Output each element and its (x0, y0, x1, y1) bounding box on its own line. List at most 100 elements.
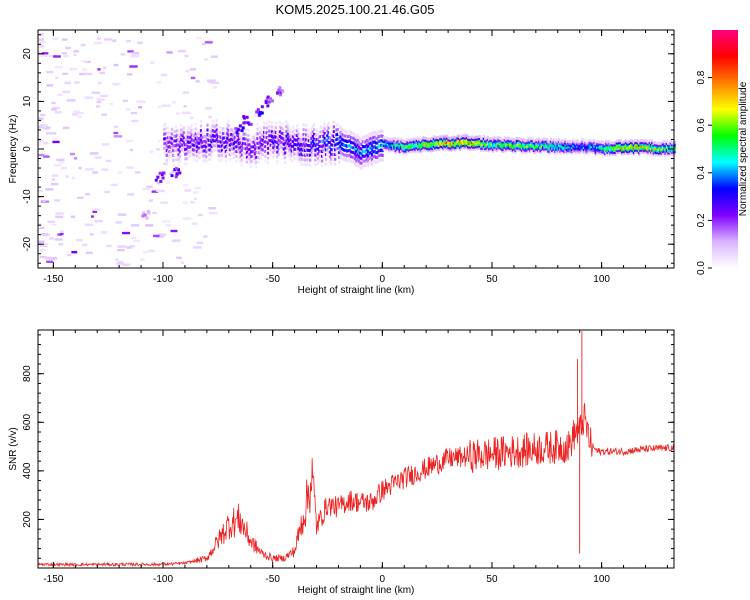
heatmap-ridge-cell (444, 137, 447, 141)
heatmap-noise-cell (76, 238, 83, 242)
heatmap-ridge-cell (177, 143, 180, 147)
heatmap-ridge-cell (524, 148, 528, 152)
heatmap-ridge-cell (653, 152, 657, 156)
heatmap-ridge-cell (561, 146, 564, 150)
heatmap-ridge-cell (305, 128, 308, 132)
heatmap-ridge-cell (473, 136, 476, 140)
heatmap-ridge-cell (177, 153, 180, 157)
heatmap-noise-cell (38, 40, 46, 44)
heatmap-ridge-cell (431, 137, 434, 141)
heatmap-ridge-cell (635, 146, 638, 150)
heatmap-ridge-cell (323, 122, 326, 126)
heatmap-ridge-cell (563, 145, 566, 149)
heatmap-ridge-cell (527, 139, 530, 143)
heatmap-ridge-cell (282, 147, 285, 151)
heatmap-ridge-cell (230, 142, 233, 146)
heatmap-ridge-cell (644, 146, 647, 150)
heatmap-ridge-cell (278, 135, 282, 139)
heatmap-ridge-cell (201, 145, 204, 149)
heatmap-ridge-cell (605, 143, 608, 147)
heatmap-ridge-cell (615, 148, 618, 152)
heatmap-ridge-cell (476, 145, 479, 149)
heatmap-ridge-cell (407, 150, 410, 154)
heatmap-ridge-cell (605, 141, 608, 145)
heatmap-ridge-cell (588, 145, 591, 149)
heatmap-ridge-cell (672, 143, 675, 147)
heatmap-ridge-cell (577, 147, 580, 151)
heatmap-ridge-cell (378, 139, 382, 143)
heatmap-ridge-cell (320, 159, 324, 163)
heatmap-ridge-cell (345, 159, 349, 163)
heatmap-ridge-cell (519, 139, 522, 143)
heatmap-ridge-cell (652, 151, 655, 155)
heatmap-ridge-cell (602, 144, 605, 148)
heatmap-ridge-cell (394, 151, 397, 155)
heatmap-ridge-cell (588, 143, 591, 147)
heatmap-ridge-cell (227, 143, 230, 147)
heatmap-ridge-cell (277, 148, 280, 152)
heatmap-ridge-cell (580, 147, 583, 151)
heatmap-ridge-cell (440, 135, 443, 139)
heatmap-ridge-cell (370, 158, 374, 162)
heatmap-ridge-cell (216, 139, 220, 143)
heatmap-ridge-cell (553, 148, 557, 152)
heatmap-ridge-cell (507, 146, 510, 150)
heatmap-ridge-cell (410, 149, 413, 153)
heatmap-ridge-cell (423, 136, 426, 140)
heatmap-ridge-cell (388, 137, 391, 141)
heatmap-ridge-cell (214, 134, 217, 138)
heatmap-ridge-cell (326, 134, 329, 138)
heatmap-ridge-cell (618, 150, 621, 154)
heatmap-ridge-cell (649, 140, 653, 144)
heatmap-noise-cell (152, 211, 157, 215)
heatmap-ridge-cell (522, 145, 525, 149)
heatmap-ridge-cell (216, 125, 220, 129)
heatmap-ridge-cell (319, 154, 322, 158)
heatmap-ridge-cell (309, 153, 312, 157)
heatmap-ridge-cell (201, 150, 204, 154)
heatmap-ridge-cell (576, 139, 579, 143)
heatmap-ridge-cell (457, 138, 460, 142)
heatmap-ridge-cell (614, 145, 617, 149)
heatmap-ridge-cell (269, 134, 272, 138)
heatmap-branch-cell (145, 216, 149, 220)
heatmap-ridge-cell (639, 139, 642, 143)
heatmap-ridge-cell (349, 155, 353, 159)
heatmap-ridge-cell (651, 141, 654, 145)
heatmap-ridge-cell (544, 137, 547, 141)
heatmap-ridge-cell (166, 136, 170, 140)
heatmap-ridge-cell (432, 142, 435, 146)
heatmap-noise-cell (183, 105, 187, 108)
heatmap-ridge-cell (190, 152, 193, 156)
heatmap-ridge-cell (480, 144, 483, 148)
heatmap-branch-cell (238, 124, 242, 128)
heatmap-ridge-cell (539, 141, 542, 145)
heatmap-ridge-cell (244, 152, 247, 156)
heatmap-ridge-cell (314, 139, 317, 143)
heatmap-ridge-cell (622, 144, 625, 148)
heatmap-ridge-cell (428, 141, 432, 145)
heatmap-ridge-cell (378, 153, 382, 157)
heatmap-ridge-cell (274, 126, 278, 130)
heatmap-ridge-cell (455, 145, 458, 149)
heatmap-ridge-cell (557, 147, 560, 151)
heatmap-ridge-cell (351, 141, 354, 145)
heatmap-noise-cell (177, 49, 186, 53)
heatmap-ridge-cell (251, 159, 254, 163)
heatmap-ridge-cell (627, 150, 630, 154)
heatmap-ridge-cell (234, 131, 237, 135)
heatmap-ridge-cell (315, 147, 318, 151)
heatmap-ridge-cell (490, 138, 493, 142)
heatmap-ridge-cell (630, 144, 633, 148)
heatmap-ridge-cell (466, 135, 470, 139)
heatmap-ridge-cell (263, 126, 266, 130)
heatmap-branch-cell (256, 108, 260, 112)
heatmap-ridge-cell (289, 152, 292, 156)
heatmap-ridge-cell (165, 153, 168, 157)
heatmap-ridge-cell (565, 149, 568, 153)
heatmap-ridge-cell (294, 133, 297, 137)
heatmap-ridge-cell (365, 153, 368, 157)
heatmap-ridge-cell (594, 141, 597, 145)
heatmap-ridge-cell (319, 149, 322, 153)
heatmap-ridge-cell (340, 156, 343, 160)
